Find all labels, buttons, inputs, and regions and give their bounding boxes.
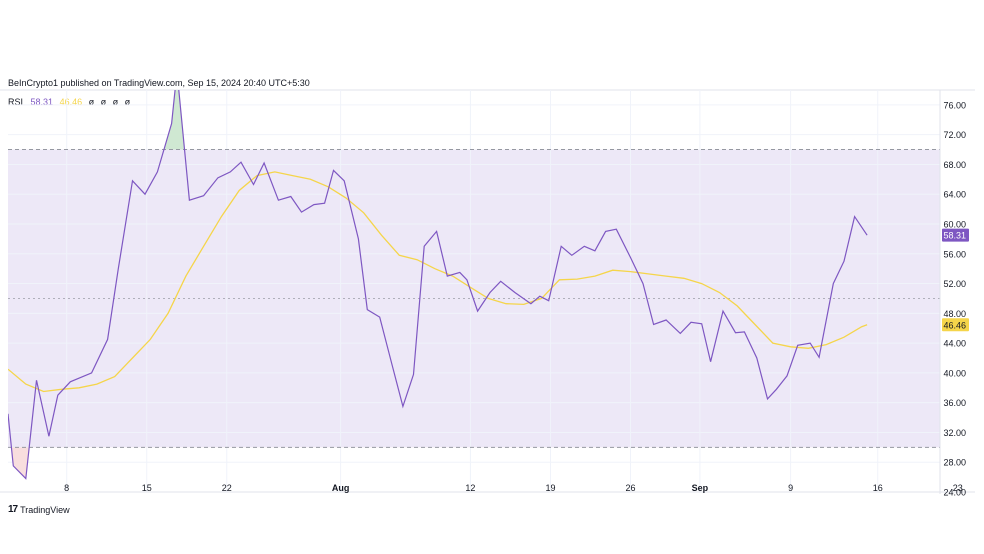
x-tick-label: Aug	[332, 483, 350, 493]
y-tick-label: 68.00	[943, 160, 966, 170]
x-tick-label: 15	[142, 483, 152, 493]
rsi-last-value-badge	[942, 228, 969, 242]
y-tick-label: 28.00	[943, 458, 966, 468]
x-tick-label: 12	[465, 483, 475, 493]
y-tick-label: 36.00	[943, 398, 966, 408]
oversold-fill	[11, 447, 30, 479]
overbought-fill	[163, 90, 185, 150]
legend-indicator-name[interactable]: RSI	[8, 97, 24, 107]
y-tick-label: 44.00	[943, 339, 966, 349]
y-tick-label: 40.00	[943, 368, 966, 378]
tradingview-footer[interactable]: 17 TradingView	[8, 504, 70, 515]
legend-ma-value: 46.46	[59, 97, 83, 107]
x-tick-label: 16	[873, 483, 883, 493]
ma-last-value-badge	[942, 318, 969, 332]
x-tick-label: Sep	[692, 483, 709, 493]
y-tick-label: 32.00	[943, 428, 966, 438]
legend-rsi-value: 58.31	[30, 97, 54, 107]
x-tick-label: 19	[545, 483, 555, 493]
y-tick-label: 72.00	[943, 130, 966, 140]
rsi-last-value-label: 58.31	[943, 231, 966, 241]
tradingview-brand: TradingView	[20, 504, 70, 515]
y-tick-label: 48.00	[943, 309, 966, 319]
indicator-legend: RSI 58.31 46.46 ø ø ø ø	[8, 97, 134, 107]
ma-series-line	[8, 171, 868, 393]
x-tick-label: 22	[222, 483, 232, 493]
x-tick-label: 23	[953, 483, 963, 493]
y-tick-label: 56.00	[943, 249, 966, 259]
x-tick-label: 8	[64, 483, 69, 493]
legend-empty-value: ø	[124, 97, 131, 107]
y-tick-label: 64.00	[943, 190, 966, 200]
x-tick-label: 26	[626, 483, 636, 493]
legend-empty-value: ø	[88, 97, 95, 107]
y-tick-label: 60.00	[943, 220, 966, 230]
legend-empty-value: ø	[112, 97, 119, 107]
tradingview-logo-icon: 17	[8, 504, 18, 515]
y-tick-label: 24.00	[943, 488, 966, 498]
ma-last-value-label: 46.46	[943, 320, 966, 330]
y-tick-label: 76.00	[943, 100, 966, 110]
published-caption: BeInCrypto1 published on TradingView.com…	[8, 78, 310, 88]
legend-empty-value: ø	[100, 97, 107, 107]
x-tick-label: 9	[788, 483, 793, 493]
rsi-series-line	[8, 90, 868, 480]
y-tick-label: 52.00	[943, 279, 966, 289]
